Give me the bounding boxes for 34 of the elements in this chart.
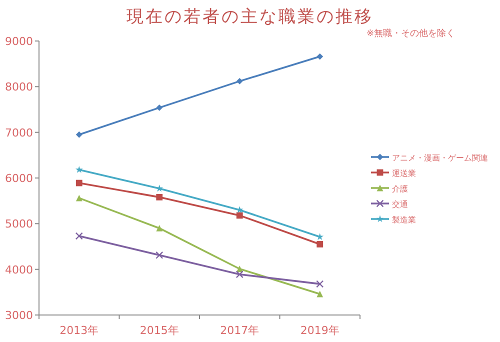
point xyxy=(316,53,324,60)
y-tick-label: 3000 xyxy=(5,309,33,322)
point xyxy=(316,280,324,288)
point xyxy=(316,290,324,298)
point xyxy=(156,194,163,200)
point xyxy=(316,241,324,248)
point xyxy=(236,212,243,219)
legend-label: 運送業 xyxy=(392,169,416,178)
x-tick-label: 2013年 xyxy=(60,324,99,337)
y-tick-label: 6000 xyxy=(5,172,33,185)
legend-label: 介護 xyxy=(392,184,408,194)
point xyxy=(75,232,83,240)
chart-title: 現在の若者の主な職業の推移 xyxy=(126,7,374,26)
point xyxy=(76,194,82,202)
point xyxy=(76,131,82,138)
y-tick-label: 9000 xyxy=(5,35,33,48)
text: ※無職・その他を除く xyxy=(366,28,455,39)
point xyxy=(76,180,82,186)
point xyxy=(236,78,243,84)
y-tick-label: 8000 xyxy=(5,80,33,94)
point xyxy=(236,270,244,278)
x-tick-label: 2017年 xyxy=(220,324,260,337)
point xyxy=(156,104,163,111)
legend-label: 製造業 xyxy=(392,216,416,224)
legend-label: アニメ・漫画・ゲーム関連 xyxy=(392,154,488,162)
point xyxy=(156,225,163,232)
y-tick-label: 4000 xyxy=(5,263,33,276)
point xyxy=(156,251,164,259)
point xyxy=(75,166,83,173)
y-tick-label: 5000 xyxy=(5,218,33,231)
x-tick-label: 2015年 xyxy=(140,324,179,337)
y-tick-label: 7000 xyxy=(5,126,33,140)
legend-label: 交通 xyxy=(392,200,408,209)
x-tick-label: 2019年 xyxy=(300,324,340,337)
